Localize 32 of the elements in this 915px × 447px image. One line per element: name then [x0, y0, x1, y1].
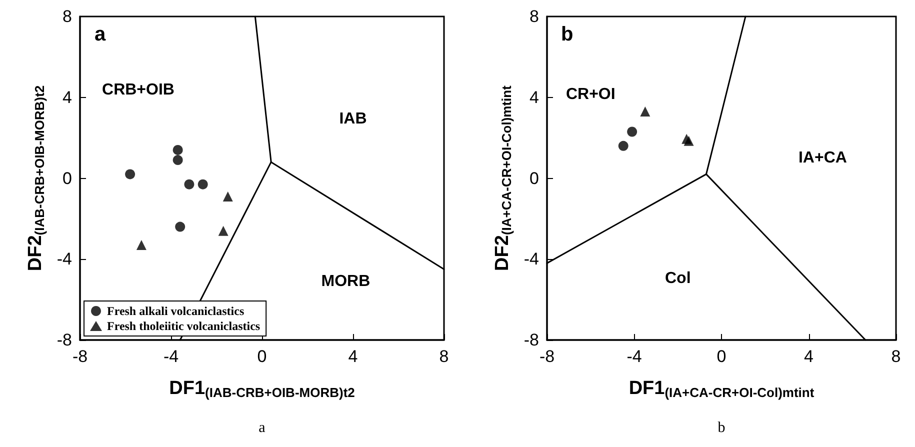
annotation: IAB: [339, 110, 367, 128]
y-axis-title: DF2(IAB-CRB+OIB-MORB)t2: [24, 85, 47, 272]
y-tick-label: 8: [530, 7, 539, 26]
x-tick-label: 0: [716, 347, 726, 366]
y-tick-label: 0: [530, 168, 539, 188]
annotation: CR+OI: [566, 86, 616, 103]
y-tick-label: 4: [530, 88, 539, 107]
y-tick-label: -4: [56, 250, 72, 269]
x-tick-label: -4: [626, 347, 642, 366]
y-tick-label: -8: [524, 330, 539, 350]
text: a: [258, 420, 266, 436]
y-tick-label: 4: [62, 88, 72, 107]
y-tick-label: 8: [62, 7, 72, 26]
x-tick-label: 8: [439, 347, 449, 366]
annotation: IA+CA: [798, 150, 848, 166]
annotation: Col: [664, 270, 691, 287]
annotation: a: [94, 24, 107, 46]
annotation: CRB+OIB: [102, 81, 174, 98]
y-tick-label: -4: [524, 250, 539, 269]
annotation: MORB: [321, 273, 370, 290]
x-tick-label: 4: [804, 347, 814, 366]
text: b: [718, 420, 726, 436]
legend-label: Fresh tholeiitic volcaniclastics: [107, 319, 260, 333]
x-tick-label: -4: [163, 347, 179, 366]
legend-label: Fresh alkali volcaniclastics: [107, 304, 244, 318]
y-axis-title: DF2(IA+CA-CR+OI-Col)mtint: [492, 84, 514, 271]
annotation: b: [560, 24, 574, 46]
x-tick-label: 4: [348, 347, 358, 366]
y-tick-label: 0: [62, 168, 72, 188]
y-tick-label: -8: [56, 330, 72, 350]
x-tick-label: 8: [891, 347, 901, 366]
x-tick-label: 0: [257, 347, 267, 366]
